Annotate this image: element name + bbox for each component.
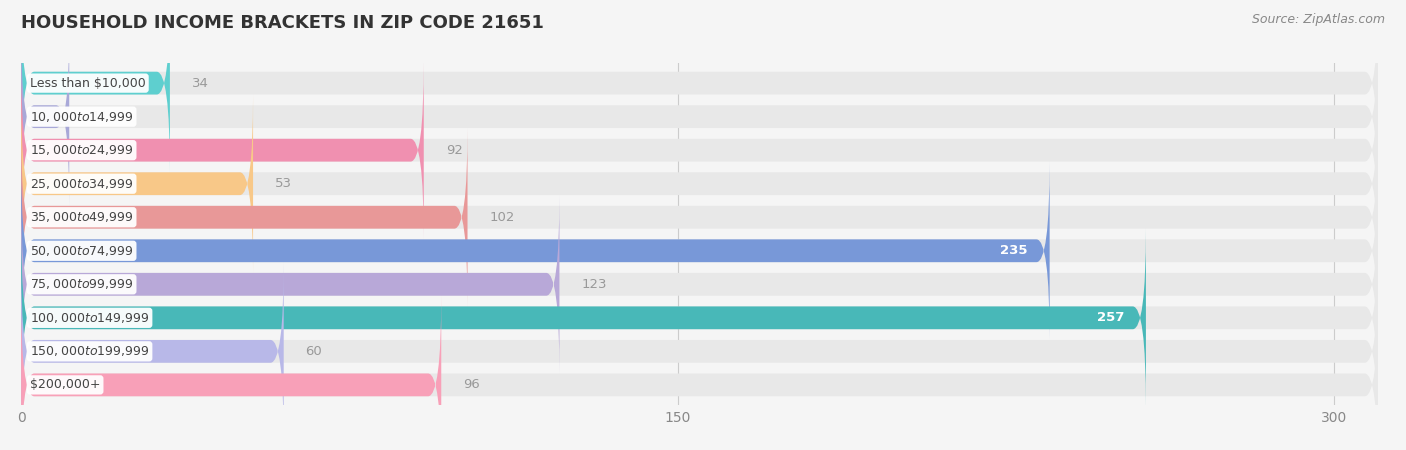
FancyBboxPatch shape [21, 195, 1378, 374]
FancyBboxPatch shape [21, 162, 1050, 340]
Text: 53: 53 [276, 177, 292, 190]
Text: 257: 257 [1097, 311, 1123, 324]
Text: $15,000 to $24,999: $15,000 to $24,999 [30, 143, 134, 157]
FancyBboxPatch shape [21, 229, 1146, 407]
FancyBboxPatch shape [21, 262, 1378, 441]
Text: Source: ZipAtlas.com: Source: ZipAtlas.com [1251, 14, 1385, 27]
FancyBboxPatch shape [21, 61, 423, 239]
FancyBboxPatch shape [21, 27, 69, 206]
FancyBboxPatch shape [21, 296, 441, 450]
FancyBboxPatch shape [21, 27, 1378, 206]
FancyBboxPatch shape [21, 195, 560, 374]
Text: 34: 34 [191, 76, 208, 90]
Text: $50,000 to $74,999: $50,000 to $74,999 [30, 244, 134, 258]
FancyBboxPatch shape [21, 128, 468, 306]
FancyBboxPatch shape [21, 61, 1378, 239]
Text: 235: 235 [1000, 244, 1028, 257]
FancyBboxPatch shape [21, 128, 1378, 306]
FancyBboxPatch shape [21, 94, 1378, 273]
Text: $25,000 to $34,999: $25,000 to $34,999 [30, 177, 134, 191]
Text: 60: 60 [305, 345, 322, 358]
Text: Less than $10,000: Less than $10,000 [30, 76, 146, 90]
Text: $35,000 to $49,999: $35,000 to $49,999 [30, 210, 134, 224]
Text: $75,000 to $99,999: $75,000 to $99,999 [30, 277, 134, 291]
FancyBboxPatch shape [21, 229, 1378, 407]
FancyBboxPatch shape [21, 94, 253, 273]
Text: $150,000 to $199,999: $150,000 to $199,999 [30, 344, 149, 358]
Text: 92: 92 [446, 144, 463, 157]
Text: HOUSEHOLD INCOME BRACKETS IN ZIP CODE 21651: HOUSEHOLD INCOME BRACKETS IN ZIP CODE 21… [21, 14, 544, 32]
FancyBboxPatch shape [21, 296, 1378, 450]
FancyBboxPatch shape [21, 162, 1378, 340]
FancyBboxPatch shape [21, 262, 284, 441]
Text: $100,000 to $149,999: $100,000 to $149,999 [30, 311, 149, 325]
Text: 11: 11 [91, 110, 108, 123]
Text: $10,000 to $14,999: $10,000 to $14,999 [30, 110, 134, 124]
Text: 123: 123 [581, 278, 607, 291]
FancyBboxPatch shape [21, 0, 170, 172]
Text: $200,000+: $200,000+ [30, 378, 100, 392]
FancyBboxPatch shape [21, 0, 1378, 172]
Text: 96: 96 [463, 378, 479, 392]
Text: 102: 102 [489, 211, 515, 224]
